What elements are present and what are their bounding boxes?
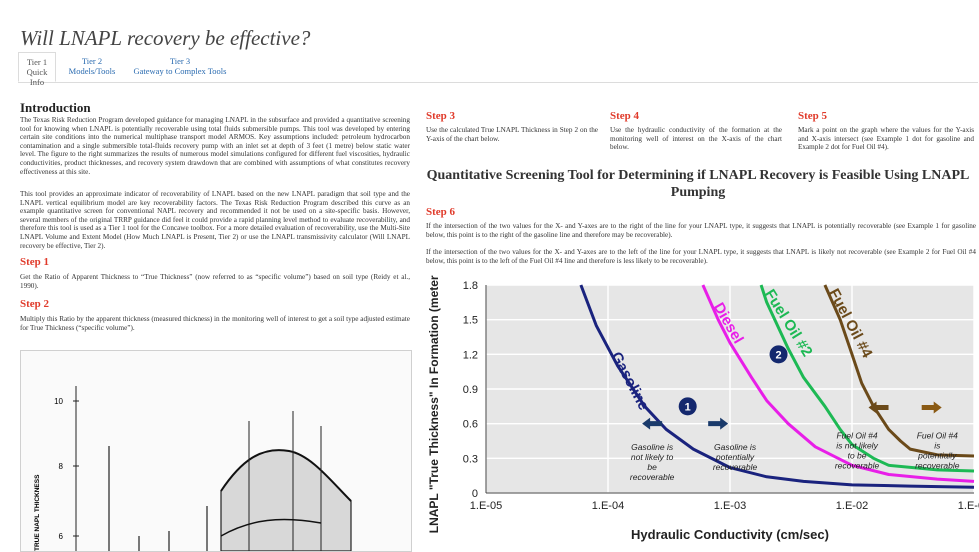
direction-arrow bbox=[868, 401, 889, 414]
tab-tier-2[interactable]: Tier 2 Models/Tools bbox=[62, 52, 122, 80]
tab-tier-3-sublabel: Gateway to Complex Tools bbox=[133, 66, 227, 76]
chart-xlabel: Hydraulic Conductivity (cm/sec) bbox=[631, 527, 829, 542]
tool-title: Quantitative Screening Tool for Determin… bbox=[426, 168, 970, 200]
step-6-title: Step 6 bbox=[426, 206, 456, 218]
y-tick-label: 1.5 bbox=[463, 315, 478, 327]
step-2-title: Step 2 bbox=[20, 298, 50, 310]
direction-arrow bbox=[708, 417, 729, 430]
step-3-text: Use the calculated True LNAPL Thickness … bbox=[426, 126, 598, 143]
direction-arrow bbox=[921, 401, 942, 414]
example-point-label: 2 bbox=[775, 349, 781, 361]
step-3-title: Step 3 bbox=[426, 110, 456, 122]
example-point-marker bbox=[678, 397, 697, 416]
y-tick-label: 0.9 bbox=[463, 384, 478, 396]
chart-annotation: Fuel Oil #4 is not likely to be recoverable bbox=[835, 431, 880, 471]
y-tick-label: 0.3 bbox=[463, 453, 478, 465]
series-line-fuel-oil-2 bbox=[759, 284, 975, 473]
step-6-text-2: If the intersection of the two values fo… bbox=[426, 248, 976, 265]
scanned-figure: 10 8 6 TRUE NAPL THICKNESS bbox=[20, 350, 412, 552]
step-1-text: Get the Ratio of Apparent Thickness to “… bbox=[20, 273, 410, 290]
step-1-title: Step 1 bbox=[20, 256, 50, 268]
x-tick-label: 1.E-03 bbox=[714, 500, 746, 512]
direction-arrow bbox=[642, 417, 663, 430]
tab-tier-2-label: Tier 2 bbox=[81, 56, 103, 66]
series-line-fuel-oil-4 bbox=[823, 284, 975, 458]
series-line-gasoline bbox=[579, 284, 975, 489]
intro-paragraph-2: This tool provides an approximate indica… bbox=[20, 190, 410, 250]
x-tick-label: 1.E-02 bbox=[836, 500, 868, 512]
x-tick-label: 1.E-01 bbox=[958, 500, 979, 512]
step-5-text: Mark a point on the graph where the valu… bbox=[798, 126, 974, 152]
y-tick-label: 1.2 bbox=[463, 349, 478, 361]
tab-tier-3[interactable]: Tier 3 Gateway to Complex Tools bbox=[124, 52, 236, 80]
y-tick-label: 1.8 bbox=[463, 280, 478, 292]
step-2-text: Multiply this Ratio by the apparent thic… bbox=[20, 315, 410, 332]
intro-heading: Introduction bbox=[20, 100, 91, 115]
step-5-title: Step 5 bbox=[798, 110, 828, 122]
scan-tick-8: 8 bbox=[59, 462, 64, 471]
scan-ylabel: TRUE NAPL THICKNESS bbox=[34, 474, 41, 551]
intro-paragraph-1: The Texas Risk Reduction Program develop… bbox=[20, 116, 410, 176]
step-6-text-1: If the intersection of the two values fo… bbox=[426, 222, 976, 239]
page-title: Will LNAPL recovery be effective? bbox=[20, 26, 311, 50]
scan-tick-6: 6 bbox=[59, 532, 64, 541]
tab-bar: Tier 1 Quick Info Tier 2 Models/Tools Ti… bbox=[18, 52, 978, 87]
chart-annotation: Gasoline is not likely to be recoverable bbox=[630, 442, 675, 482]
scan-tick-10: 10 bbox=[54, 397, 63, 406]
tab-tier-2-sublabel: Models/Tools bbox=[68, 66, 116, 76]
y-tick-label: 0 bbox=[472, 488, 478, 500]
tab-tier-1-label: Tier 1 bbox=[26, 57, 48, 67]
example-point-marker bbox=[769, 345, 788, 364]
x-tick-label: 1.E-05 bbox=[470, 500, 502, 512]
y-tick-label: 0.6 bbox=[463, 419, 478, 431]
chart-ylabel: LNAPL "True Thickness" In Formation (met… bbox=[427, 275, 441, 533]
x-tick-label: 1.E-04 bbox=[592, 500, 624, 512]
step-4-text: Use the hydraulic conductivity of the fo… bbox=[610, 126, 782, 152]
step-4-title: Step 4 bbox=[610, 110, 640, 122]
chart-annotation: Fuel Oil #4 is potentially recoverable bbox=[915, 431, 960, 471]
tab-tier-1-sublabel: Quick Info bbox=[26, 67, 48, 87]
chart-annotation: Gasoline is potentially recoverable bbox=[713, 442, 758, 472]
series-line-diesel bbox=[701, 284, 975, 483]
tab-tier-1[interactable]: Tier 1 Quick Info bbox=[18, 52, 56, 87]
tab-tier-3-label: Tier 3 bbox=[169, 56, 191, 66]
example-point-label: 1 bbox=[685, 401, 691, 413]
